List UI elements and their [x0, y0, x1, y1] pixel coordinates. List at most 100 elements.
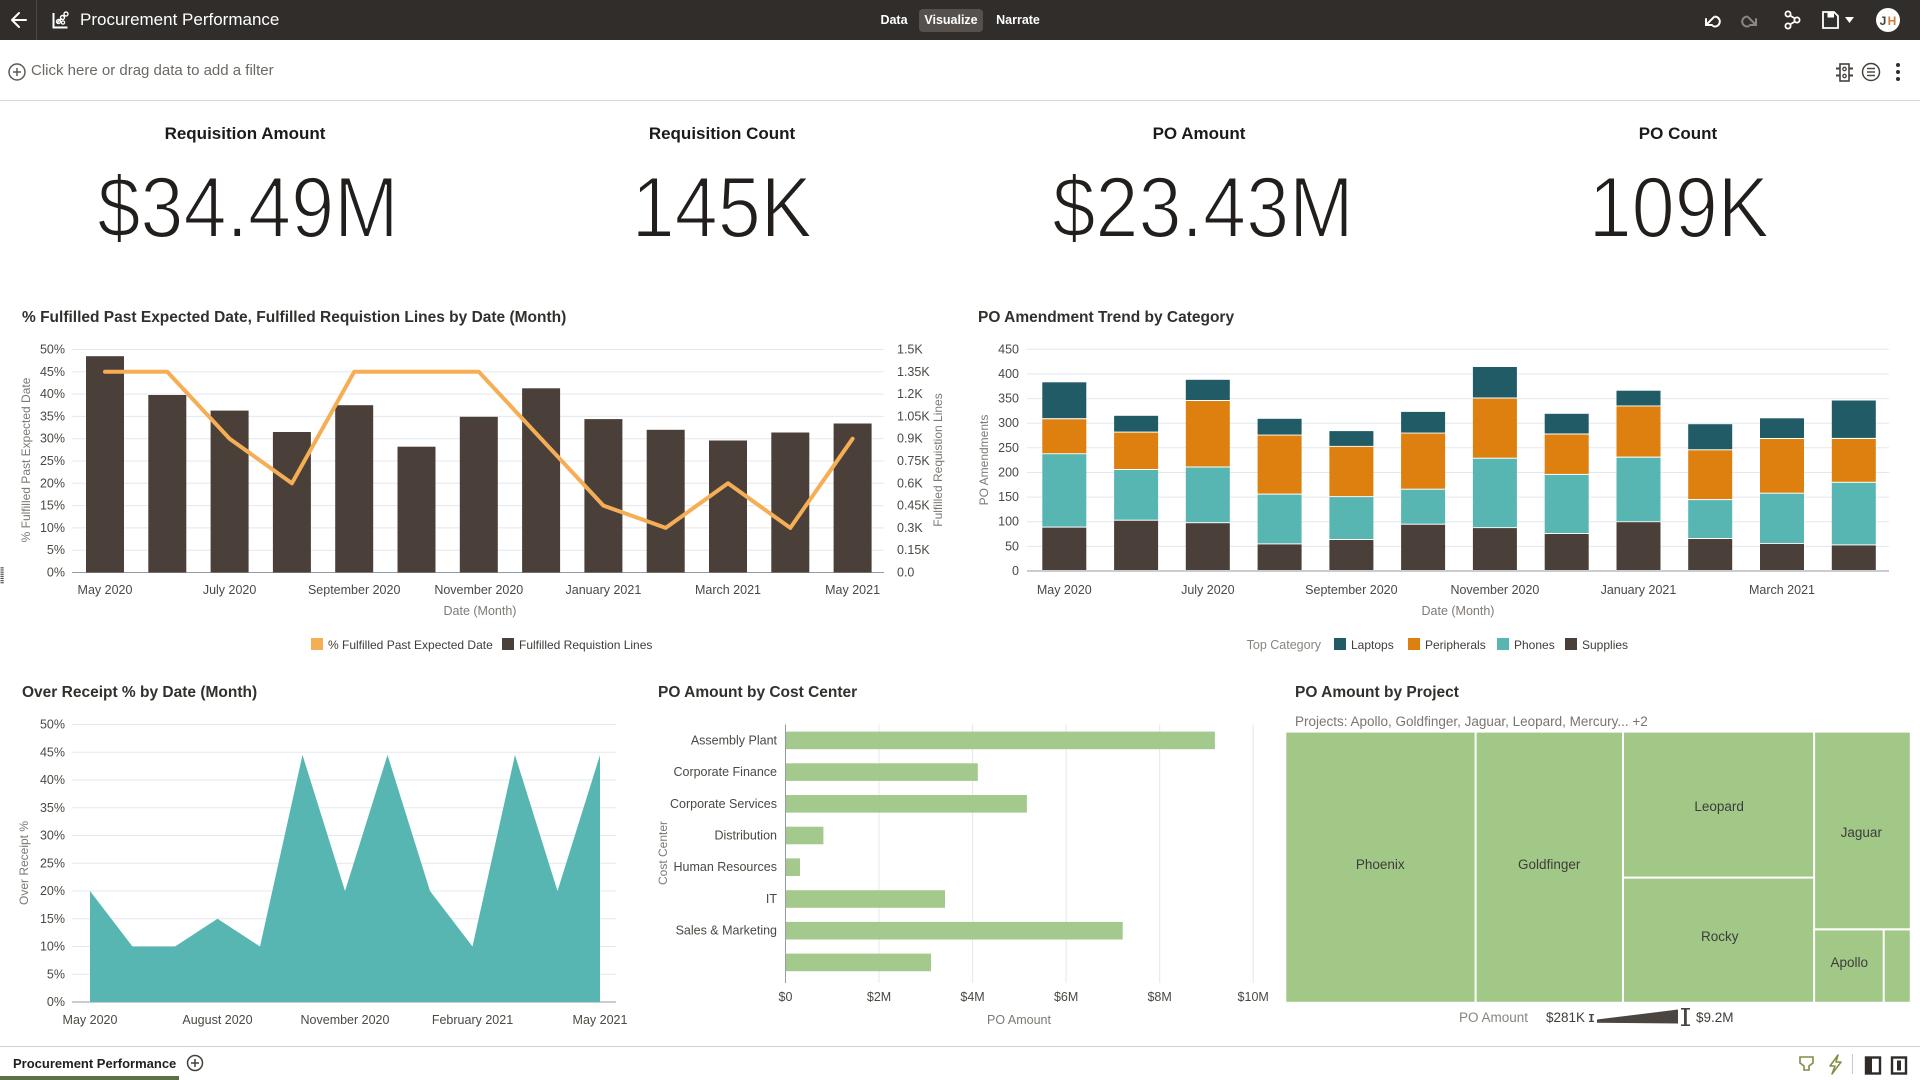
svg-text:150: 150 [998, 490, 1019, 504]
svg-text:0.75K: 0.75K [897, 454, 930, 468]
svg-text:August 2020: August 2020 [182, 1013, 252, 1027]
svg-text:Rocky: Rocky [1701, 929, 1739, 944]
svg-text:March 2021: March 2021 [1749, 583, 1815, 597]
svg-text:May 2020: May 2020 [78, 583, 133, 597]
svg-text:February 2021: February 2021 [432, 1013, 513, 1027]
svg-text:Laptops: Laptops [1351, 638, 1394, 652]
svg-text:November 2020: November 2020 [301, 1013, 390, 1027]
svg-text:15%: 15% [40, 499, 65, 513]
svg-text:PO Amount: PO Amount [987, 1013, 1051, 1027]
svg-text:IT: IT [766, 892, 777, 906]
svg-text:Date (Month): Date (Month) [444, 604, 517, 618]
svg-text:$10M: $10M [1238, 990, 1269, 1004]
svg-text:0.0: 0.0 [897, 566, 914, 580]
svg-text:November 2020: November 2020 [1450, 583, 1539, 597]
svg-text:50%: 50% [40, 343, 65, 357]
svg-text:0.6K: 0.6K [897, 476, 923, 490]
svg-text:Leopard: Leopard [1694, 799, 1744, 814]
svg-text:25%: 25% [40, 856, 65, 870]
svg-text:Phones: Phones [1514, 638, 1555, 652]
svg-text:Corporate Services: Corporate Services [670, 797, 777, 811]
svg-text:15%: 15% [40, 912, 65, 926]
svg-text:January 2021: January 2021 [566, 583, 642, 597]
svg-text:Distribution: Distribution [714, 829, 777, 843]
svg-text:45%: 45% [40, 745, 65, 759]
svg-text:Assembly Plant: Assembly Plant [691, 733, 778, 747]
svg-text:20%: 20% [40, 476, 65, 490]
svg-text:Sales & Marketing: Sales & Marketing [676, 924, 777, 938]
svg-text:Over Receipt %: Over Receipt % [17, 821, 31, 905]
svg-text:30%: 30% [40, 829, 65, 843]
svg-text:300: 300 [998, 416, 1019, 430]
svg-text:100: 100 [998, 515, 1019, 529]
svg-text:Supplies: Supplies [1582, 638, 1628, 652]
svg-text:Human Resources: Human Resources [673, 860, 777, 874]
svg-text:Top Category: Top Category [1247, 638, 1322, 652]
svg-text:Fulfilled Requistion Lines: Fulfilled Requistion Lines [931, 393, 945, 526]
svg-text:0.15K: 0.15K [897, 543, 930, 557]
svg-text:January 2021: January 2021 [1601, 583, 1677, 597]
svg-text:July 2020: July 2020 [203, 583, 257, 597]
svg-text:September 2020: September 2020 [308, 583, 400, 597]
svg-text:$6M: $6M [1054, 990, 1078, 1004]
svg-text:35%: 35% [40, 801, 65, 815]
svg-text:PO Amendments: PO Amendments [977, 415, 991, 506]
svg-text:$0: $0 [779, 990, 793, 1004]
svg-text:200: 200 [998, 465, 1019, 479]
svg-text:35%: 35% [40, 409, 65, 423]
svg-text:450: 450 [998, 342, 1019, 356]
svg-text:PO Amendment Trend by Category: PO Amendment Trend by Category [978, 309, 1234, 326]
svg-text:0.3K: 0.3K [897, 521, 923, 535]
svg-text:400: 400 [998, 367, 1019, 381]
svg-text:30%: 30% [40, 432, 65, 446]
svg-text:March 2021: March 2021 [695, 583, 761, 597]
svg-text:5%: 5% [47, 967, 65, 981]
svg-text:Cost Center: Cost Center [656, 821, 670, 885]
svg-text:40%: 40% [40, 773, 65, 787]
svg-text:0: 0 [1012, 564, 1019, 578]
svg-text:July 2020: July 2020 [1181, 583, 1235, 597]
svg-text:0.45K: 0.45K [897, 499, 930, 513]
svg-text:0%: 0% [47, 995, 65, 1009]
svg-text:H: H [1888, 14, 1897, 28]
svg-text:1.05K: 1.05K [897, 409, 930, 423]
svg-text:Projects: Apollo, Goldfinger,: Projects: Apollo, Goldfinger, Jaguar, Le… [1295, 714, 1648, 729]
svg-text:% Fulfilled Past Expected Date: % Fulfilled Past Expected Date [328, 638, 493, 652]
svg-text:10%: 10% [40, 940, 65, 954]
svg-text:$4M: $4M [960, 990, 984, 1004]
svg-text:PO Amount by Cost Center: PO Amount by Cost Center [658, 684, 857, 701]
svg-text:1.35K: 1.35K [897, 365, 930, 379]
svg-text:Over Receipt % by Date (Month): Over Receipt % by Date (Month) [22, 684, 257, 701]
svg-text:May 2021: May 2021 [825, 583, 880, 597]
svg-text:Date (Month): Date (Month) [1422, 604, 1495, 618]
svg-text:May 2021: May 2021 [573, 1013, 628, 1027]
svg-text:50: 50 [1005, 539, 1019, 553]
svg-text:45%: 45% [40, 365, 65, 379]
svg-text:Peripherals: Peripherals [1425, 638, 1486, 652]
svg-text:Apollo: Apollo [1831, 955, 1869, 970]
svg-text:$8M: $8M [1147, 990, 1171, 1004]
svg-text:5%: 5% [47, 543, 65, 557]
svg-text:$9.2M: $9.2M [1696, 1010, 1734, 1025]
svg-text:0.9K: 0.9K [897, 432, 923, 446]
svg-text:40%: 40% [40, 387, 65, 401]
svg-text:J: J [1880, 14, 1887, 28]
svg-text:% Fulfilled Past Expected Date: % Fulfilled Past Expected Date, Fulfille… [22, 309, 566, 326]
svg-text:Corporate Finance: Corporate Finance [673, 765, 777, 779]
svg-text:Jaguar: Jaguar [1841, 825, 1883, 840]
svg-text:1.2K: 1.2K [897, 387, 923, 401]
svg-text:25%: 25% [40, 454, 65, 468]
svg-text:$2M: $2M [867, 990, 891, 1004]
svg-text:September 2020: September 2020 [1305, 583, 1397, 597]
svg-text:Fulfilled Requistion Lines: Fulfilled Requistion Lines [519, 638, 652, 652]
svg-text:PO Amount by Project: PO Amount by Project [1295, 684, 1459, 701]
svg-text:0%: 0% [47, 566, 65, 580]
svg-text:$281K: $281K [1546, 1010, 1585, 1025]
svg-text:November 2020: November 2020 [434, 583, 523, 597]
svg-text:May 2020: May 2020 [63, 1013, 118, 1027]
svg-text:20%: 20% [40, 884, 65, 898]
svg-text:250: 250 [998, 441, 1019, 455]
svg-text:Goldfinger: Goldfinger [1518, 857, 1581, 872]
svg-text:10%: 10% [40, 521, 65, 535]
svg-text:350: 350 [998, 392, 1019, 406]
